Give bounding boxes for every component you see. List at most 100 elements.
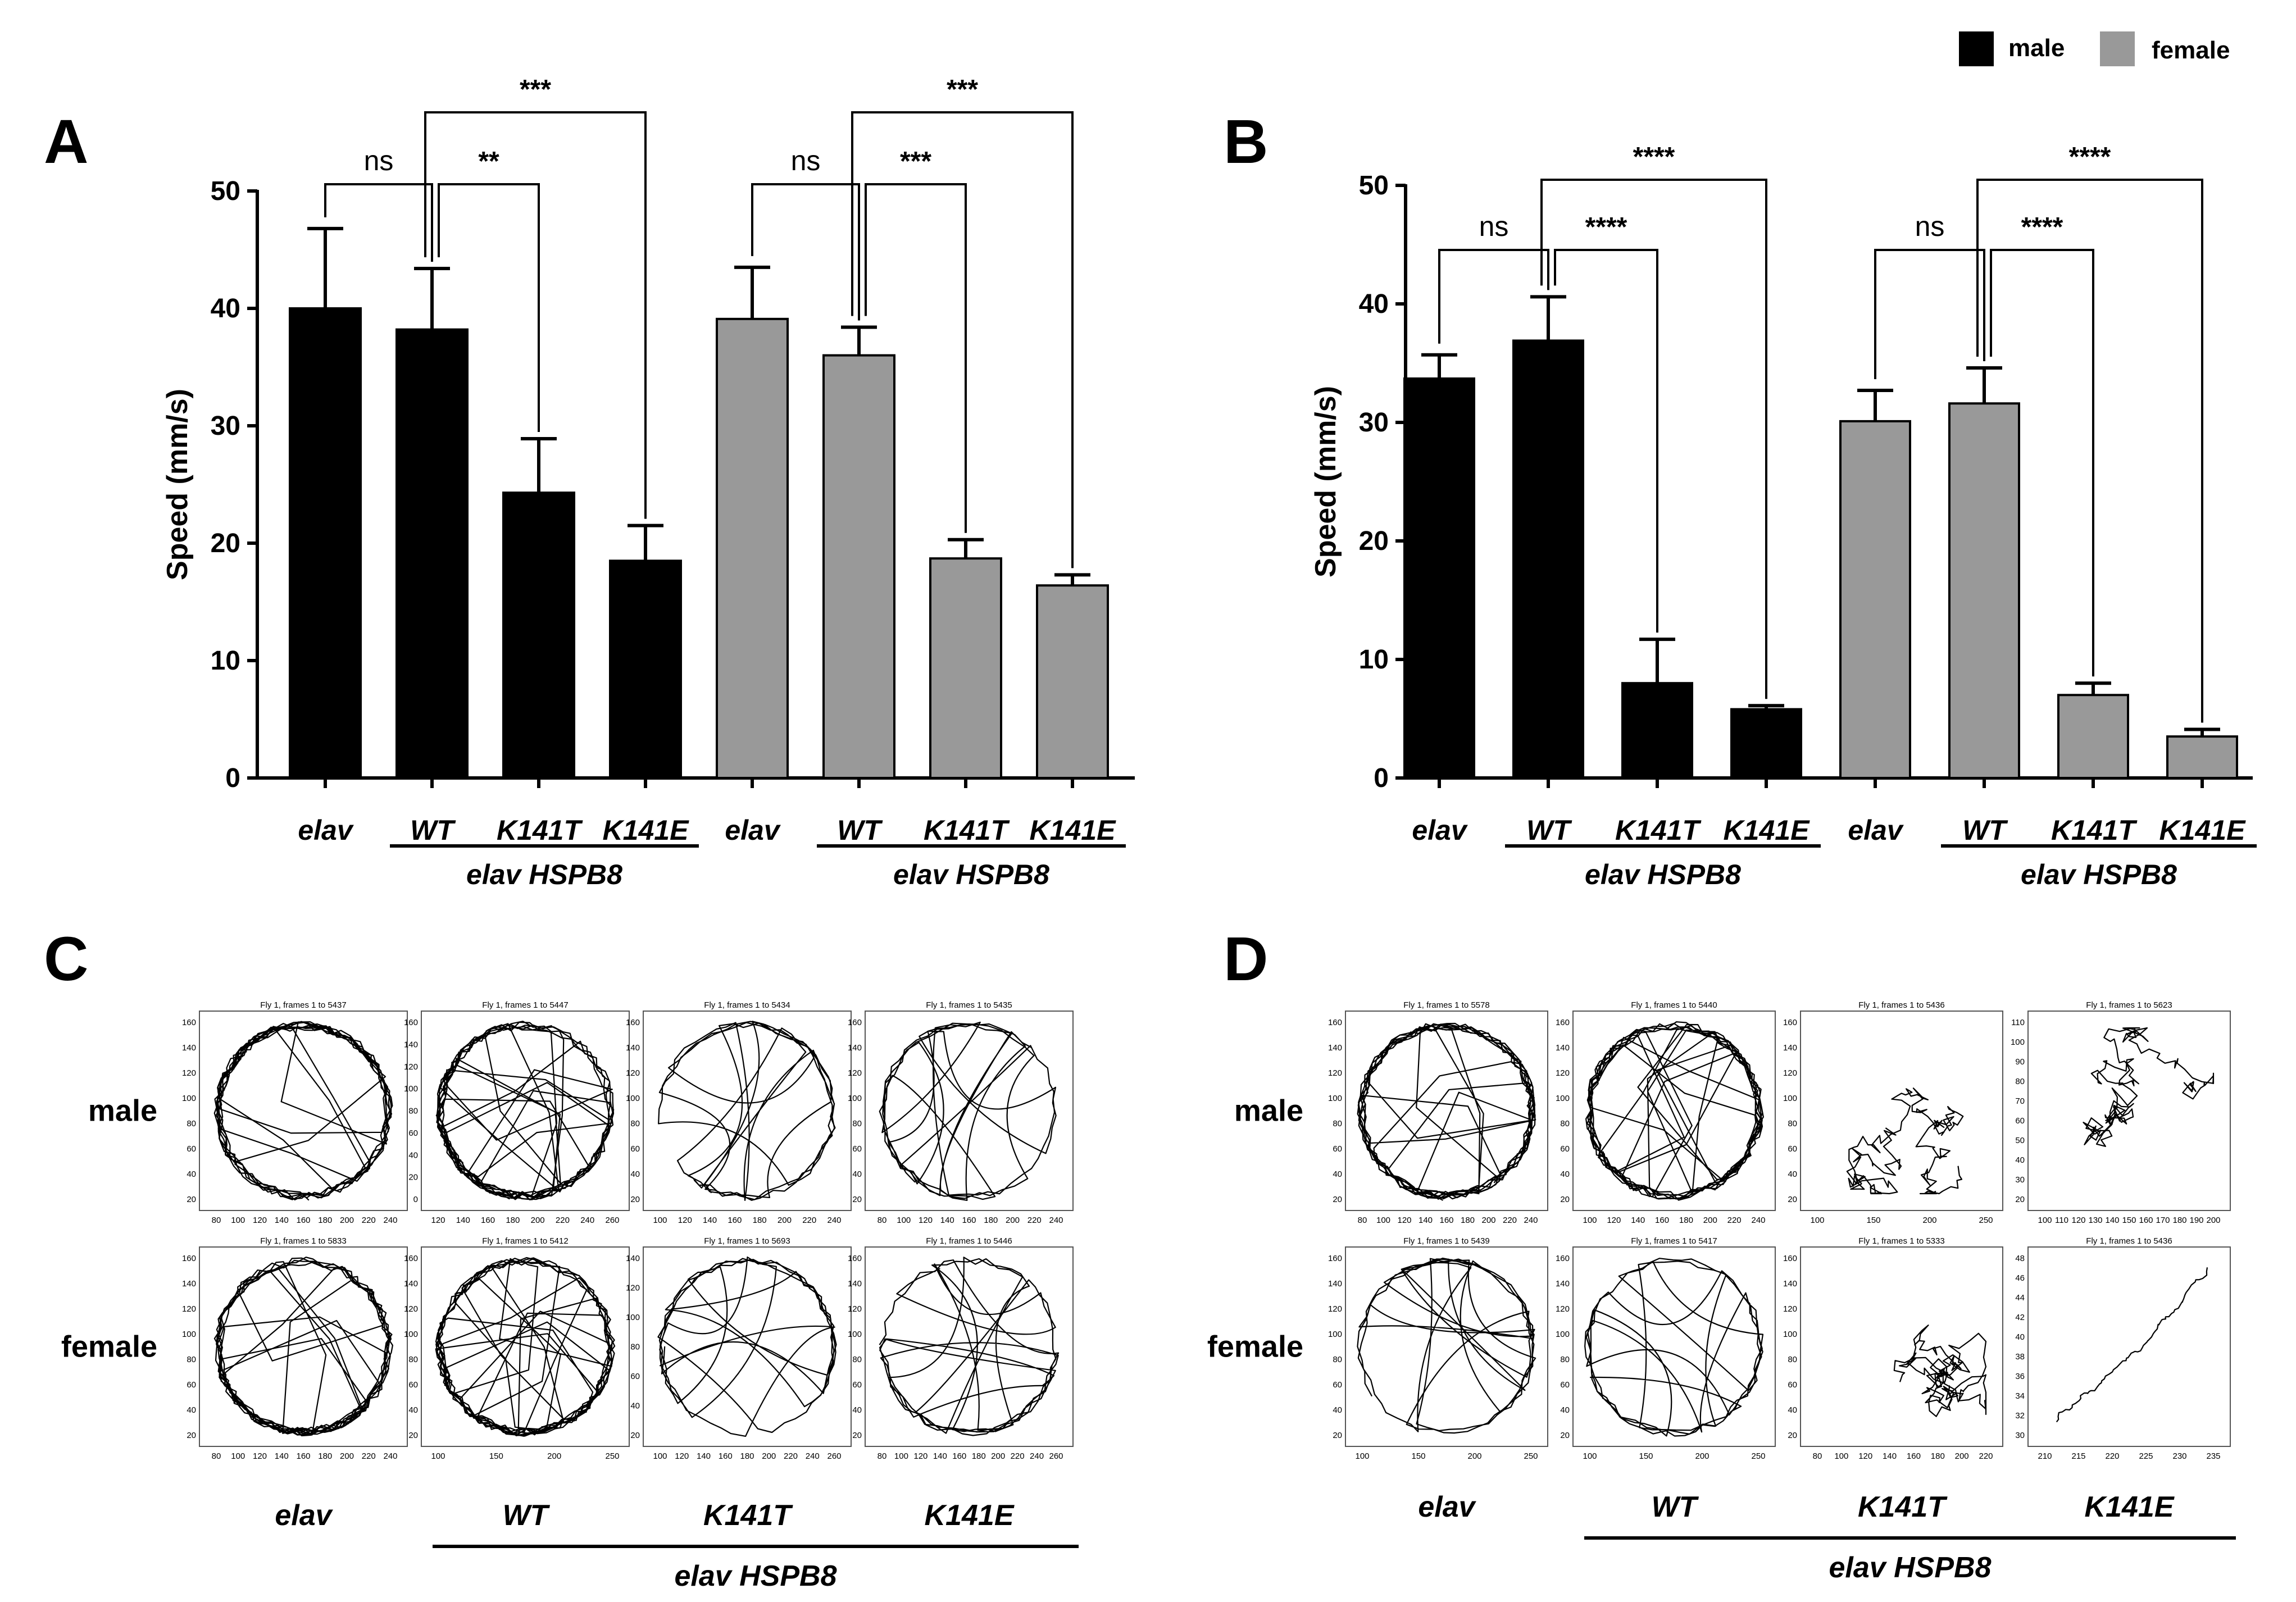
fly-trajectory xyxy=(1357,1257,1536,1434)
y-tick-label: 140 xyxy=(626,1254,640,1263)
fly-trajectory xyxy=(213,1257,393,1437)
bar xyxy=(1948,402,2020,779)
x-tick-label: 220 xyxy=(362,1216,376,1225)
x-tick-label: 150 xyxy=(489,1451,503,1461)
x-tick-label: 160 xyxy=(719,1451,733,1461)
fly-trajectory xyxy=(1585,1021,1764,1201)
y-tick-label: 60 xyxy=(187,1144,196,1154)
trajectory-grid-c: Fly 1, frames 1 to 5437 80 100 120 140 160 180… xyxy=(61,1000,1079,1592)
plot-title: Fly 1, frames 1 to 5333 xyxy=(1858,1236,1944,1246)
x-tick-label: 220 xyxy=(1727,1216,1742,1225)
fly-trajectory xyxy=(879,1257,1060,1436)
y-tick-label: 20 xyxy=(408,1431,418,1440)
legend: male female xyxy=(1959,31,2230,66)
x-tick-label: 100 xyxy=(1583,1451,1597,1461)
y-tick-label: 20 xyxy=(630,1431,640,1440)
x-tick-label: 150 xyxy=(1411,1451,1425,1461)
y-tick-label: 120 xyxy=(626,1284,640,1293)
y-tick-label: 20 xyxy=(1560,1195,1570,1204)
plot-title: Fly 1, frames 1 to 5439 xyxy=(1403,1236,1489,1246)
plot-frame xyxy=(1800,1246,2003,1447)
category-label: elav xyxy=(1848,814,1904,846)
x-tick-label: 180 xyxy=(1931,1451,1945,1461)
y-tick-label: 40 xyxy=(211,294,240,324)
x-tick-label: 180 xyxy=(318,1451,332,1461)
y-tick-label: 120 xyxy=(626,1068,640,1078)
y-tick-label: 40 xyxy=(630,1169,640,1179)
x-tick-label: 120 xyxy=(1607,1216,1621,1225)
y-tick-label: 20 xyxy=(2015,1195,2025,1204)
y-tick-label: 90 xyxy=(2015,1057,2025,1067)
plot-title: Fly 1, frames 1 to 5440 xyxy=(1631,1000,1717,1010)
y-tick-label: 160 xyxy=(404,1018,418,1027)
y-tick-label: 160 xyxy=(182,1254,196,1263)
column-label: WT xyxy=(1652,1491,1699,1523)
y-tick-label: 40 xyxy=(187,1169,196,1179)
fly-trajectory xyxy=(1846,1087,1964,1195)
x-tick-label: 200 xyxy=(531,1216,545,1225)
category-label: WT xyxy=(1962,814,2008,846)
x-tick-label: 140 xyxy=(275,1216,289,1225)
group-label: elav HSPB8 xyxy=(1585,859,1741,890)
x-tick-label: 240 xyxy=(806,1451,820,1461)
y-tick-label: 60 xyxy=(408,1380,418,1390)
x-tick-label: 100 xyxy=(2038,1216,2052,1225)
y-tick-label: 100 xyxy=(404,1330,418,1339)
group-label: elav HSPB8 xyxy=(2021,859,2177,890)
y-tick-label: 140 xyxy=(1556,1043,1570,1053)
y-tick-label: 60 xyxy=(1560,1380,1570,1390)
y-tick-label: 40 xyxy=(408,1150,418,1160)
significance-label: ns xyxy=(364,145,394,176)
y-tick-label: 80 xyxy=(408,1355,418,1364)
plot-frame xyxy=(865,1011,1074,1211)
plot-title: Fly 1, frames 1 to 5435 xyxy=(926,1000,1012,1010)
y-tick-label: 80 xyxy=(1788,1355,1797,1364)
column-label: elav xyxy=(1418,1491,1476,1523)
x-tick-label: 120 xyxy=(919,1216,933,1225)
y-tick-label: 50 xyxy=(2015,1136,2025,1145)
y-tick-label: 20 xyxy=(852,1431,862,1440)
bar xyxy=(289,307,362,779)
category-label: K141T xyxy=(924,814,1011,846)
x-tick-label: 160 xyxy=(296,1216,310,1225)
bar-chart-b: 0 10 20 30 40 50 Speed (mm/s) elav WT K141T K141E e… xyxy=(1310,142,2257,890)
y-tick-label: 140 xyxy=(626,1043,640,1053)
column-label: elav xyxy=(275,1499,333,1532)
plot-title: Fly 1, frames 1 to 5434 xyxy=(704,1000,790,1010)
y-tick-label: 100 xyxy=(1783,1330,1797,1339)
y-tick-label: 140 xyxy=(1783,1043,1797,1053)
y-tick-label: 40 xyxy=(187,1405,196,1415)
x-tick-label: 100 xyxy=(653,1451,667,1461)
significance-bracket xyxy=(438,183,540,432)
y-tick-label: 140 xyxy=(182,1279,196,1289)
category-label: WT xyxy=(410,814,456,846)
x-tick-label: 200 xyxy=(2206,1216,2220,1225)
x-tick-label: 180 xyxy=(1461,1216,1475,1225)
significance-label: **** xyxy=(2069,142,2111,172)
y-tick-label: 120 xyxy=(848,1304,862,1314)
significance-bracket xyxy=(1976,179,2203,723)
y-tick-label: 60 xyxy=(1788,1380,1797,1390)
y-tick-label: 120 xyxy=(404,1304,418,1314)
y-tick-label: 10 xyxy=(211,646,240,676)
x-tick-label: 220 xyxy=(556,1216,570,1225)
y-tick-label: 100 xyxy=(182,1094,196,1103)
trajectory-grid-d: Fly 1, frames 1 to 5578 80 100 120 140 160 180… xyxy=(1207,1000,2236,1584)
x-tick-label: 210 xyxy=(2038,1451,2052,1461)
y-tick-label: 160 xyxy=(1328,1254,1342,1263)
y-tick-label: 60 xyxy=(187,1380,196,1390)
y-tick-label: 60 xyxy=(1333,1380,1342,1390)
bar xyxy=(2166,735,2238,780)
x-tick-label: 220 xyxy=(1503,1216,1517,1225)
row-label: female xyxy=(61,1330,157,1364)
x-tick-label: 120 xyxy=(253,1216,267,1225)
category-label: K141T xyxy=(497,814,584,846)
x-tick-label: 200 xyxy=(547,1451,561,1461)
significance-label: **** xyxy=(1633,142,1675,172)
y-tick-label: 20 xyxy=(187,1431,196,1440)
y-axis-label: Speed (mm/s) xyxy=(1310,386,1342,577)
y-tick-label: 160 xyxy=(1328,1018,1342,1027)
x-tick-label: 170 xyxy=(2156,1216,2170,1225)
plot-title: Fly 1, frames 1 to 5693 xyxy=(704,1236,790,1246)
